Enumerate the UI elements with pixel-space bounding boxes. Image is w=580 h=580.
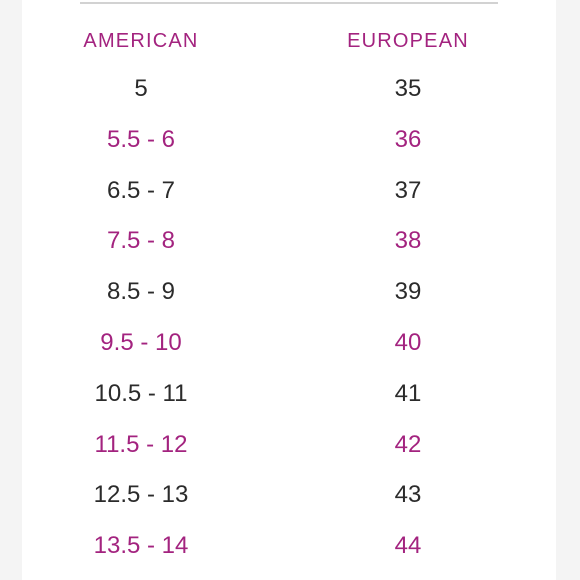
american-size-cell: 5 <box>134 75 148 102</box>
table-row: 13.5 - 14 44 <box>22 531 556 561</box>
table-row: 7.5 - 8 38 <box>22 226 556 256</box>
american-size-cell: 5.5 - 6 <box>106 125 176 153</box>
european-size-cell: 40 <box>394 329 422 356</box>
european-size-cell: 35 <box>394 75 422 102</box>
american-size-cell: 10.5 - 11 <box>94 379 188 407</box>
european-size-cell: 42 <box>394 430 422 458</box>
table-row: 9.5 - 10 40 <box>22 328 556 358</box>
american-size-cell: 12.5 - 13 <box>93 481 189 509</box>
european-size-cell: 39 <box>394 278 422 306</box>
size-chart-card: AMERICAN EUROPEAN 5 35 5.5 - 6 36 6.5 - 7 37 7… <box>22 0 556 580</box>
american-size-cell: 6.5 - 7 <box>106 176 176 204</box>
table-row: 8.5 - 9 39 <box>22 277 556 307</box>
european-size-cell: 43 <box>394 481 422 509</box>
table-row: 5 35 <box>22 74 556 104</box>
table-row: 11.5 - 12 42 <box>22 430 556 460</box>
european-header: EUROPEAN <box>347 30 469 52</box>
table-row: 6.5 - 7 37 <box>22 176 556 206</box>
european-size-cell: 38 <box>394 227 422 255</box>
american-header: AMERICAN <box>83 30 199 52</box>
top-divider <box>80 2 498 4</box>
american-size-cell: 8.5 - 9 <box>106 278 176 306</box>
american-size-cell: 11.5 - 12 <box>94 430 188 458</box>
table-row: 12.5 - 13 43 <box>22 480 556 510</box>
american-size-cell: 9.5 - 10 <box>100 329 182 356</box>
european-size-cell: 41 <box>394 379 422 407</box>
american-size-cell: 7.5 - 8 <box>106 227 176 255</box>
american-size-cell: 13.5 - 14 <box>93 532 189 560</box>
european-size-cell: 37 <box>394 176 422 204</box>
european-size-cell: 36 <box>394 125 422 153</box>
table-row: 5.5 - 6 36 <box>22 125 556 155</box>
european-size-cell: 44 <box>394 532 422 560</box>
table-row: 10.5 - 11 41 <box>22 379 556 409</box>
